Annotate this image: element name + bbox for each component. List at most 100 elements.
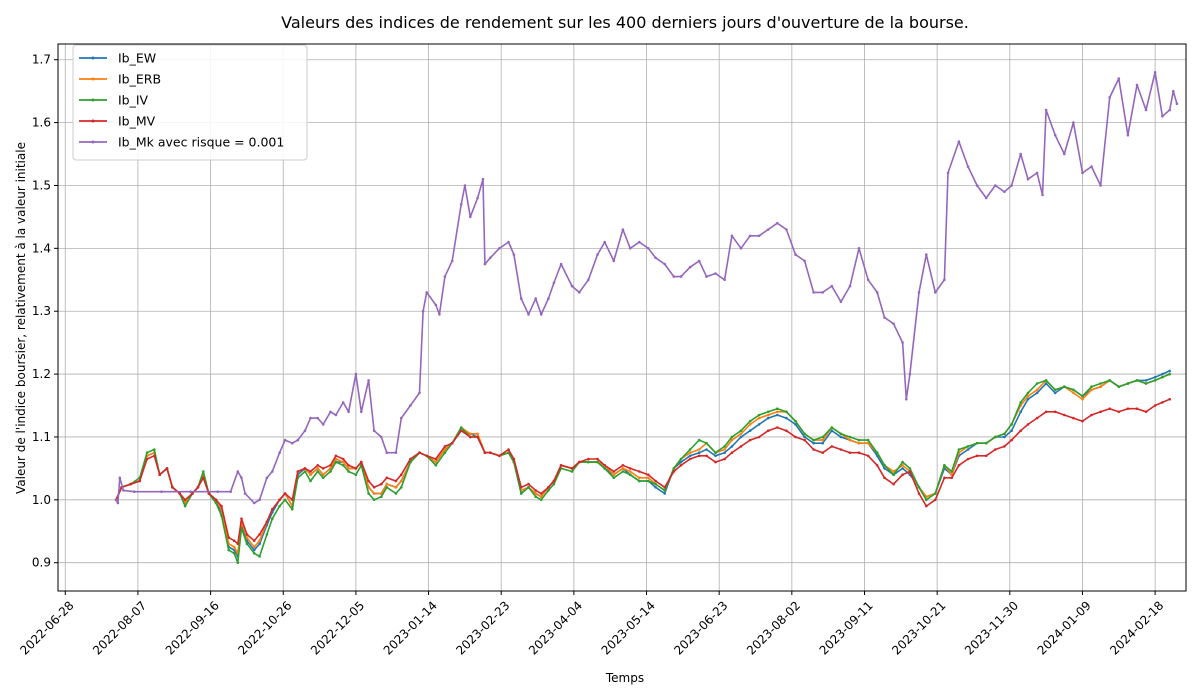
data-point: [739, 435, 743, 439]
data-point: [638, 470, 641, 473]
data-point: [380, 495, 383, 499]
data-point: [866, 438, 870, 442]
data-point: [688, 448, 692, 451]
data-point: [984, 454, 988, 458]
data-point: [303, 467, 307, 470]
data-point: [943, 476, 946, 480]
data-point: [883, 467, 886, 470]
data-point: [697, 438, 701, 442]
data-point: [848, 284, 852, 288]
chart-title: Valeurs des indices de rendement sur les…: [281, 13, 969, 32]
data-point: [1063, 385, 1066, 389]
data-point: [596, 253, 599, 256]
data-point: [946, 171, 950, 175]
data-point: [354, 473, 358, 477]
data-point: [1126, 407, 1130, 411]
data-point: [450, 441, 454, 445]
data-point: [296, 470, 300, 473]
data-point: [122, 489, 125, 492]
data-point: [1153, 404, 1157, 407]
data-point: [519, 492, 523, 495]
data-point: [394, 479, 398, 483]
data-point: [766, 416, 770, 420]
data-point: [258, 498, 261, 502]
data-point: [1144, 382, 1148, 385]
data-point: [534, 297, 537, 300]
data-point: [757, 413, 761, 417]
data-point: [857, 441, 861, 445]
data-point: [688, 454, 692, 458]
data-point: [296, 438, 300, 442]
data-point: [908, 372, 912, 376]
data-point: [730, 445, 734, 448]
data-point: [679, 457, 683, 461]
data-point: [498, 247, 501, 250]
data-point: [1172, 89, 1175, 93]
data-point: [360, 410, 363, 414]
data-point: [459, 203, 463, 206]
data-point: [663, 492, 666, 495]
data-point: [1053, 388, 1057, 392]
data-point: [153, 454, 156, 458]
data-point: [966, 165, 970, 168]
data-point: [794, 423, 797, 426]
y-tick-label: 1.1: [32, 430, 51, 444]
legend-item: Ib_Mk avec risque = 0.001: [79, 135, 284, 150]
data-point: [434, 303, 438, 307]
data-point: [612, 259, 616, 263]
data-point: [766, 429, 770, 433]
data-point: [434, 464, 438, 467]
data-point: [925, 504, 928, 508]
data-point: [803, 259, 806, 263]
data-point: [278, 504, 281, 508]
data-point: [1090, 165, 1093, 168]
data-point: [830, 445, 834, 448]
data-point: [1019, 152, 1022, 156]
data-point: [1117, 385, 1121, 389]
data-point: [1019, 429, 1022, 433]
data-point: [908, 467, 912, 470]
data-point: [232, 545, 236, 549]
data-point: [966, 445, 970, 448]
data-point: [812, 291, 815, 294]
data-point: [1044, 410, 1048, 414]
data-point: [901, 341, 904, 344]
data-point: [236, 542, 240, 546]
data-point: [654, 479, 657, 483]
data-point: [434, 457, 438, 461]
data-point: [950, 476, 953, 480]
data-point: [748, 419, 752, 423]
data-point: [450, 259, 454, 263]
data-point: [240, 476, 243, 480]
data-point: [380, 435, 383, 439]
data-point: [714, 460, 717, 464]
data-point: [866, 441, 870, 445]
data-point: [418, 451, 421, 455]
data-point: [534, 495, 537, 499]
legend-marker: [91, 77, 95, 81]
data-point: [183, 498, 187, 502]
data-point: [443, 445, 447, 448]
data-point: [628, 467, 632, 470]
legend: Ib_EW Ib_ERB Ib_IV Ib_MV Ib_Mk avec risque =…: [72, 44, 308, 161]
data-point: [367, 479, 370, 483]
data-point: [153, 448, 156, 451]
data-point: [425, 291, 429, 294]
data-point: [621, 464, 625, 467]
data-point: [1108, 407, 1111, 411]
data-point: [821, 441, 824, 445]
data-point: [570, 467, 574, 470]
data-point: [252, 501, 256, 505]
data-point: [394, 486, 398, 489]
data-point: [421, 309, 425, 313]
data-point: [341, 460, 345, 464]
x-tick-label: 2022-06-28: [17, 598, 76, 657]
data-point: [245, 536, 249, 539]
data-point: [252, 552, 256, 555]
data-point: [316, 464, 320, 467]
data-point: [1026, 397, 1030, 401]
data-point: [739, 432, 743, 436]
data-point: [892, 470, 895, 473]
data-point: [476, 196, 479, 200]
data-point: [252, 545, 256, 549]
